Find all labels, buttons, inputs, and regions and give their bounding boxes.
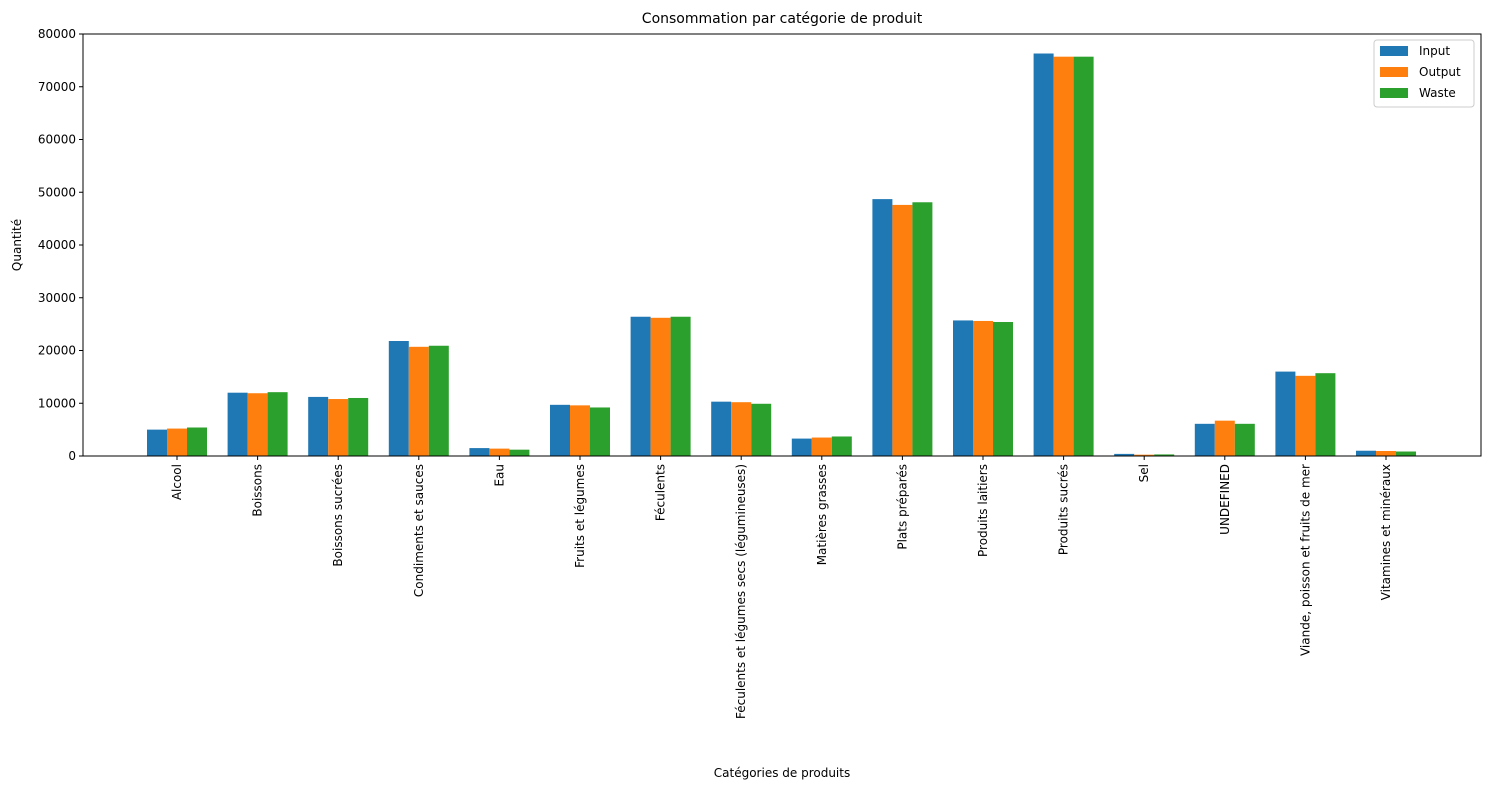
bar-waste	[1396, 451, 1416, 456]
y-tick-label: 40000	[38, 238, 76, 252]
bar-output	[811, 437, 832, 456]
plot-frame	[82, 33, 1482, 457]
bar-output	[731, 402, 752, 456]
bar-input	[388, 341, 409, 456]
bar-output	[973, 320, 993, 456]
bar-output	[1053, 56, 1074, 457]
legend-swatch-input	[1380, 46, 1408, 56]
bar-waste	[509, 449, 530, 456]
bar-input	[147, 429, 167, 457]
x-tick-label: Viande, poisson et fruits de mer	[1298, 464, 1312, 656]
x-tick-label: Sel	[1137, 464, 1151, 482]
bar-waste	[912, 202, 933, 456]
y-tick-label: 50000	[38, 185, 76, 199]
x-tick-label: Vitamines et minéraux	[1379, 464, 1393, 600]
bar-input	[1194, 423, 1215, 456]
bar-output	[328, 399, 349, 456]
bar-waste	[670, 316, 691, 456]
x-tick-label: Féculents	[654, 464, 668, 521]
legend-label-input: Input	[1419, 44, 1450, 58]
x-axis-label: Catégories de produits	[714, 766, 850, 780]
bar-output	[167, 428, 187, 456]
legend-swatch-output	[1380, 67, 1408, 77]
bar-input	[1275, 371, 1296, 456]
bar-input	[469, 448, 490, 456]
y-tick-label: 60000	[38, 133, 76, 147]
x-tick-label: UNDEFINED	[1218, 464, 1232, 535]
bar-output	[247, 393, 268, 456]
legend: Input Output Waste	[1373, 39, 1475, 108]
x-tick-label: Fruits et légumes	[573, 464, 587, 568]
bar-input	[308, 396, 329, 456]
x-tick-label: Condiments et sauces	[412, 464, 426, 597]
bar-input	[1114, 453, 1135, 456]
bar-output	[408, 346, 429, 456]
bar-input	[550, 404, 570, 456]
x-tick-label: Plats préparés	[895, 464, 909, 550]
x-tick-label: Eau	[492, 464, 506, 487]
bar-waste	[1073, 56, 1094, 457]
bar-output	[1376, 450, 1396, 456]
bar-output	[1295, 375, 1316, 456]
bar-waste	[428, 345, 449, 456]
bar-output	[489, 448, 510, 456]
bar-waste	[751, 403, 772, 456]
x-tick-label: Produits sucrés	[1057, 464, 1071, 555]
legend-label-waste: Waste	[1419, 86, 1456, 100]
x-tick-label: Produits laitiers	[976, 464, 990, 557]
bar-input	[872, 199, 893, 457]
bar-input	[1033, 53, 1054, 457]
bar-waste	[1315, 373, 1336, 456]
bar-input	[791, 438, 812, 456]
bar-input	[630, 316, 651, 456]
y-tick-label: 20000	[38, 344, 76, 358]
bar-output	[1134, 454, 1155, 456]
bar-output	[1214, 420, 1235, 456]
bar-waste	[1234, 423, 1255, 456]
y-tick-label: 70000	[38, 80, 76, 94]
bar-output	[570, 405, 590, 456]
bar-waste	[590, 407, 610, 456]
x-tick-label: Alcool	[170, 464, 184, 500]
legend-swatch-waste	[1380, 88, 1408, 98]
bar-waste	[267, 392, 288, 456]
bars-group	[147, 53, 1416, 457]
bar-input	[711, 401, 732, 456]
y-axis: 0 10000 20000 30000 40000 50000 60000 70000 8000…	[38, 27, 83, 463]
y-tick-label: 0	[68, 449, 76, 463]
legend-label-output: Output	[1419, 65, 1461, 79]
bar-input	[953, 320, 973, 456]
bar-waste	[1154, 454, 1175, 456]
x-axis: Alcool Boissons Boissons sucrées Condiments…	[170, 456, 1393, 719]
bar-waste	[348, 397, 369, 456]
chart-title: Consommation par catégorie de produit	[642, 11, 923, 27]
y-tick-label: 10000	[38, 396, 76, 410]
bar-input	[227, 392, 248, 456]
y-axis-label: Quantité	[10, 219, 24, 271]
bar-input	[1356, 450, 1376, 456]
y-tick-label: 80000	[38, 27, 76, 41]
bar-waste	[831, 436, 852, 456]
bar-waste	[993, 322, 1013, 456]
bar-waste	[187, 427, 207, 456]
bar-output	[650, 317, 671, 456]
bar-output	[892, 204, 913, 456]
x-tick-label: Boissons sucrées	[331, 464, 345, 567]
x-tick-label: Féculents et légumes secs (légumineuses)	[734, 464, 748, 719]
x-tick-label: Matières grasses	[815, 464, 829, 565]
x-tick-label: Boissons	[251, 464, 265, 517]
y-tick-label: 30000	[38, 291, 76, 305]
